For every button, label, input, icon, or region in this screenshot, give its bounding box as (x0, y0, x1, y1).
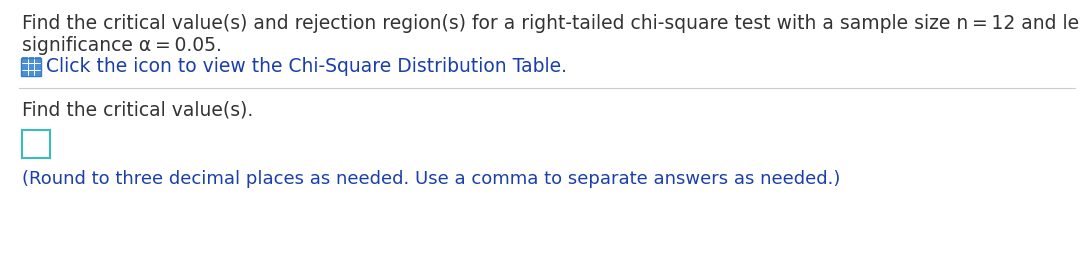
FancyBboxPatch shape (28, 58, 33, 63)
Text: significance α = 0.05.: significance α = 0.05. (22, 36, 221, 55)
FancyBboxPatch shape (22, 71, 27, 76)
FancyBboxPatch shape (22, 64, 27, 70)
Text: Click the icon to view the Chi-Square Distribution Table.: Click the icon to view the Chi-Square Di… (46, 58, 567, 76)
FancyBboxPatch shape (35, 71, 41, 76)
FancyBboxPatch shape (22, 130, 50, 158)
Text: (Round to three decimal places as needed. Use a comma to separate answers as nee: (Round to three decimal places as needed… (22, 170, 840, 188)
FancyBboxPatch shape (28, 64, 33, 70)
FancyBboxPatch shape (35, 58, 41, 63)
Text: Find the critical value(s) and rejection region(s) for a right-tailed chi-square: Find the critical value(s) and rejection… (22, 14, 1080, 33)
FancyBboxPatch shape (22, 58, 27, 63)
FancyBboxPatch shape (35, 64, 41, 70)
Text: Find the critical value(s).: Find the critical value(s). (22, 100, 253, 119)
FancyBboxPatch shape (28, 71, 33, 76)
